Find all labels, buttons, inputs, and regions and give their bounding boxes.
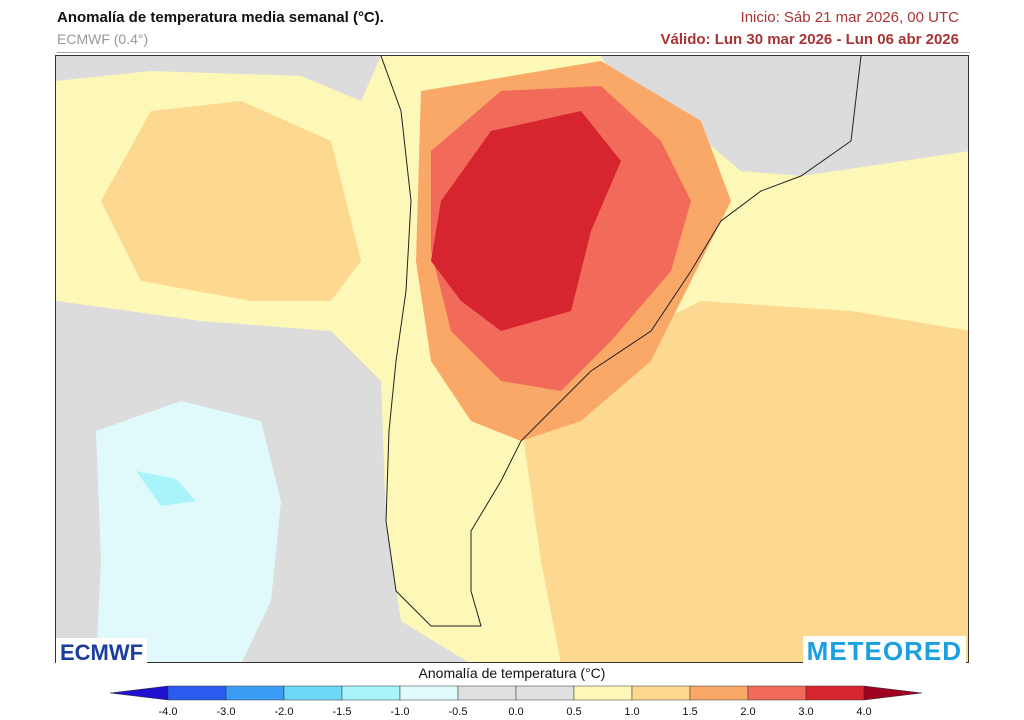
warm-ocean-west	[101, 101, 361, 301]
colorbar-segment	[631, 685, 691, 701]
colorbar-segment	[283, 685, 343, 701]
colorbar-tick-label: -1.5	[332, 706, 352, 718]
colorbar-tick-label: -0.5	[448, 706, 468, 718]
colorbar-tick-label: 0.0	[508, 706, 524, 718]
colorbar-segment	[747, 685, 807, 701]
model-label: ECMWF (0.4°)	[57, 31, 149, 47]
warm-ocean-east	[521, 301, 968, 662]
continent-outline	[380, 56, 862, 627]
meteored-logo: METEORED	[802, 636, 966, 667]
colorbar-tick-label: 0.5	[566, 706, 582, 718]
neutral-region-nw	[56, 56, 381, 101]
colorbar	[109, 685, 923, 701]
colorbar-tick-label: 3.0	[798, 706, 814, 718]
colorbar-tick-label: 4.0	[856, 706, 872, 718]
colorbar-under-tip	[109, 685, 169, 701]
neutral-region-ne	[601, 56, 968, 176]
cool-core	[136, 471, 196, 506]
colorbar-segment	[457, 685, 517, 701]
colorbar-segment	[573, 685, 633, 701]
colorbar-over-tip	[863, 685, 923, 701]
very-hot-region	[431, 111, 621, 331]
anomaly-map[interactable]	[55, 55, 969, 663]
colorbar-segment	[515, 685, 575, 701]
colorbar-segment	[399, 685, 459, 701]
colorbar-segment	[167, 685, 227, 701]
colorbar-tick-label: -4.0	[158, 706, 178, 718]
divider	[57, 52, 970, 53]
colorbar-segment	[805, 685, 865, 701]
init-time: Inicio: Sáb 21 mar 2026, 00 UTC	[740, 9, 959, 26]
colorbar-segment	[341, 685, 401, 701]
colorbar-tick-label: -2.0	[274, 706, 294, 718]
colorbar-tick-label: -3.0	[216, 706, 236, 718]
map-title: Anomalía de temperatura media semanal (°…	[57, 9, 384, 26]
colorbar-tick-label: -1.0	[390, 706, 410, 718]
colorbar-tick-label: 1.5	[682, 706, 698, 718]
colorbar-title: Anomalía de temperatura (°C)	[418, 665, 606, 681]
colorbar-tick-label: 2.0	[740, 706, 756, 718]
valid-period: Válido: Lun 30 mar 2026 - Lun 06 abr 202…	[660, 31, 959, 48]
ecmwf-logo: ECMWF	[56, 638, 148, 668]
cool-region	[96, 401, 281, 662]
colorbar-segment	[689, 685, 749, 701]
colorbar-segment	[225, 685, 285, 701]
colorbar-tick-label: 1.0	[624, 706, 640, 718]
